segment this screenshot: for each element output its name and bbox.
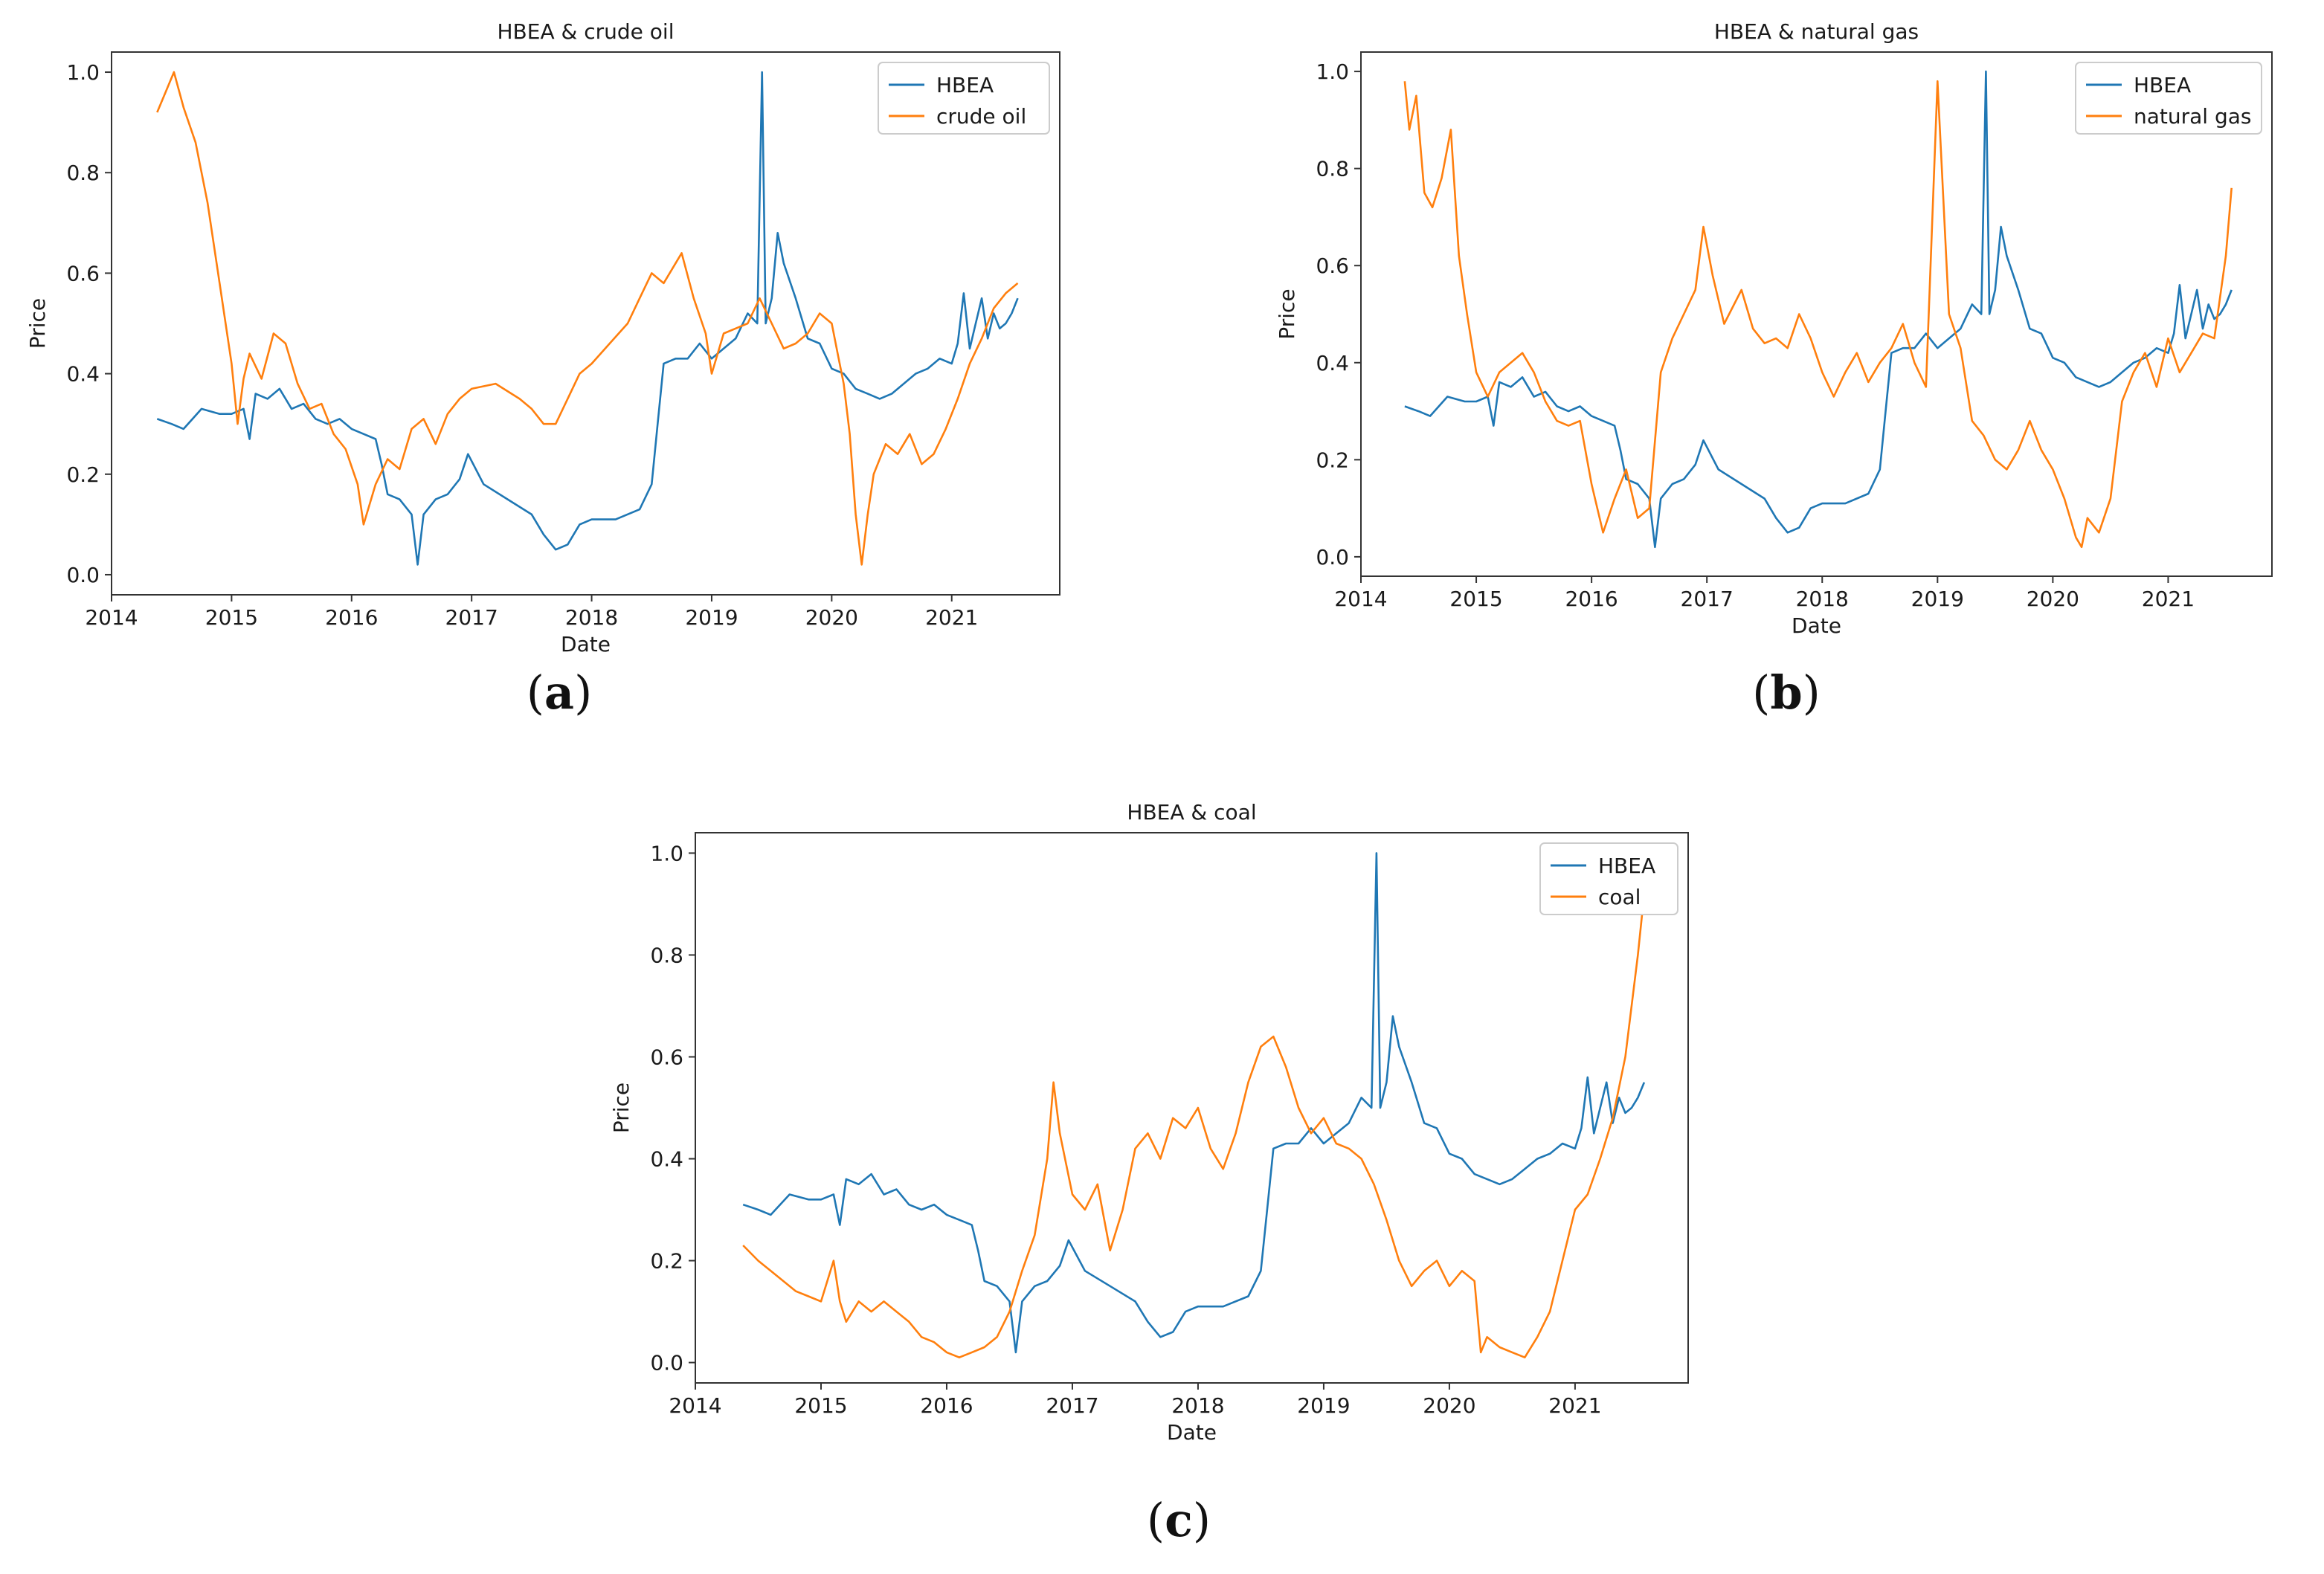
caption-a-letter: a bbox=[544, 665, 575, 720]
chart-natural-gas: HBEA & natural gas 2014 2015 2016 2017 2018 20… bbox=[1275, 19, 2273, 638]
caption-b-letter: b bbox=[1770, 665, 1803, 720]
caption-c-close: ) bbox=[1192, 1493, 1211, 1547]
chart-panel-c: HBEA & coal 2014 2015 2016 2017 2018 2019 2020 2… bbox=[609, 781, 1710, 1465]
x-axis-label: Date bbox=[561, 632, 611, 657]
legend-label: HBEA bbox=[1598, 854, 1655, 878]
caption-a-open: ( bbox=[526, 665, 544, 720]
x-tick-label: 2017 bbox=[1681, 587, 1734, 611]
x-tick-label: 2016 bbox=[1565, 587, 1618, 611]
y-tick-label: 0.8 bbox=[650, 943, 683, 967]
y-tick-label: 0.6 bbox=[650, 1045, 683, 1069]
legend-label: HBEA bbox=[2134, 73, 2191, 97]
legend-label: natural gas bbox=[2134, 104, 2252, 129]
y-tick-label: 0.4 bbox=[1316, 351, 1349, 375]
x-tick-label: 2021 bbox=[2142, 587, 2195, 611]
x-tick-label: 2020 bbox=[1423, 1393, 1475, 1418]
x-tick-label: 2018 bbox=[565, 605, 618, 630]
x-tick-label: 2021 bbox=[925, 605, 978, 630]
y-tick-label: 0.2 bbox=[1316, 448, 1349, 472]
plot-frame bbox=[1360, 51, 2273, 577]
chart-panel-b: HBEA & natural gas 2014 2015 2016 2017 2018 20… bbox=[1168, 0, 2313, 669]
series-line-coal bbox=[742, 894, 1646, 1359]
y-tick-label: 0.0 bbox=[1316, 545, 1349, 570]
chart-panel-a: HBEA & crude oil 2014 2015 2016 2017 2018 2019… bbox=[0, 0, 1116, 669]
y-tick-label: 0.8 bbox=[1316, 157, 1349, 181]
plot-frame bbox=[695, 832, 1689, 1384]
x-axis-label: Date bbox=[1792, 613, 1841, 638]
x-tick-label: 2019 bbox=[1911, 587, 1964, 611]
y-tick-label: 0.2 bbox=[650, 1249, 683, 1274]
y-tick-label: 0.0 bbox=[650, 1351, 683, 1375]
legend-label: HBEA bbox=[936, 73, 994, 97]
y-axis-label: Price bbox=[609, 1083, 634, 1133]
series-line-natural-gas bbox=[1403, 80, 2233, 549]
x-tick-label: 2019 bbox=[685, 605, 738, 630]
x-tick-label: 2014 bbox=[1334, 587, 1387, 611]
caption-b-close: ) bbox=[1802, 665, 1821, 720]
y-tick-label: 1.0 bbox=[1316, 59, 1349, 84]
y-tick-label: 0.8 bbox=[66, 161, 100, 185]
caption-a: (a) bbox=[527, 665, 593, 720]
legend-label: coal bbox=[1598, 885, 1641, 909]
series-line-hbea bbox=[1404, 70, 2233, 549]
y-tick-label: 0.6 bbox=[1316, 254, 1349, 278]
chart-title: HBEA & coal bbox=[1127, 800, 1256, 825]
caption-c-open: ( bbox=[1146, 1493, 1165, 1547]
y-tick-label: 0.0 bbox=[66, 563, 100, 587]
x-tick-label: 2016 bbox=[325, 605, 378, 630]
x-tick-label: 2016 bbox=[920, 1393, 973, 1418]
x-tick-label: 2017 bbox=[445, 605, 498, 630]
chart-title: HBEA & crude oil bbox=[498, 19, 675, 44]
x-tick-label: 2020 bbox=[2027, 587, 2079, 611]
y-tick-label: 1.0 bbox=[650, 841, 683, 865]
x-tick-label: 2018 bbox=[1796, 587, 1849, 611]
chart-coal: HBEA & coal 2014 2015 2016 2017 2018 2019 2020 2… bbox=[609, 800, 1689, 1445]
y-tick-label: 1.0 bbox=[66, 60, 100, 85]
series-line-hbea bbox=[156, 71, 1019, 566]
legend-label: crude oil bbox=[936, 104, 1026, 129]
x-tick-label: 2014 bbox=[669, 1393, 721, 1418]
y-axis-label: Price bbox=[1275, 288, 1299, 339]
y-tick-label: 0.4 bbox=[650, 1147, 683, 1172]
series-line-crude-oil bbox=[156, 71, 1019, 566]
chart-title: HBEA & natural gas bbox=[1714, 19, 1919, 44]
y-axis-label: Price bbox=[25, 298, 50, 349]
caption-b-open: ( bbox=[1752, 665, 1771, 720]
x-tick-label: 2017 bbox=[1046, 1393, 1098, 1418]
series-line-hbea bbox=[742, 852, 1646, 1354]
y-tick-label: 0.4 bbox=[66, 362, 100, 387]
x-tick-label: 2014 bbox=[85, 605, 138, 630]
x-tick-label: 2020 bbox=[805, 605, 858, 630]
caption-b: (b) bbox=[1752, 665, 1821, 720]
x-tick-label: 2019 bbox=[1297, 1393, 1350, 1418]
x-tick-label: 2015 bbox=[205, 605, 258, 630]
x-axis-label: Date bbox=[1167, 1420, 1217, 1445]
caption-c-letter: c bbox=[1165, 1493, 1193, 1547]
caption-a-close: ) bbox=[574, 665, 593, 720]
legend-box bbox=[2075, 62, 2262, 135]
y-tick-label: 0.6 bbox=[66, 261, 100, 286]
x-tick-label: 2018 bbox=[1171, 1393, 1224, 1418]
y-tick-label: 0.2 bbox=[66, 462, 100, 487]
x-tick-label: 2015 bbox=[1449, 587, 1502, 611]
plot-frame bbox=[111, 51, 1060, 596]
x-tick-label: 2015 bbox=[794, 1393, 847, 1418]
x-tick-label: 2021 bbox=[1548, 1393, 1601, 1418]
caption-c: (c) bbox=[1147, 1493, 1211, 1547]
chart-crude-oil: HBEA & crude oil 2014 2015 2016 2017 2018 2019… bbox=[25, 19, 1060, 657]
